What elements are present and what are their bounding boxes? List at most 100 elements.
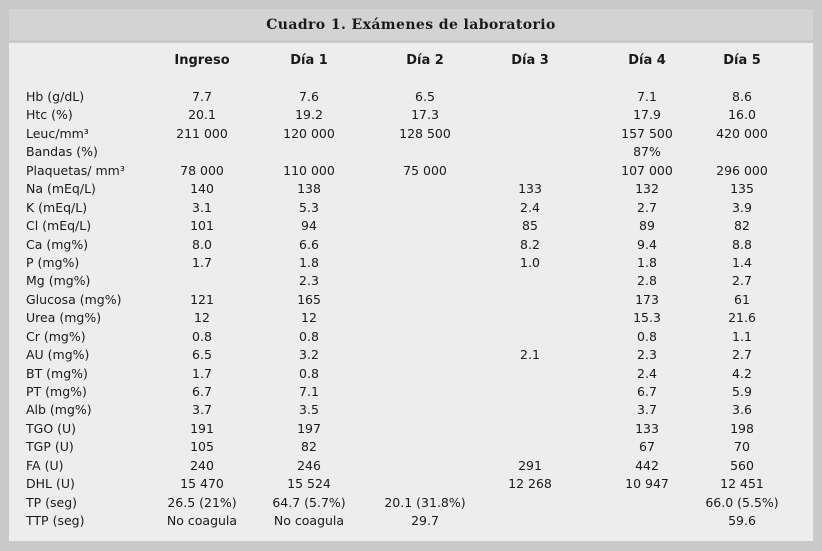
- column-header: Día 1: [290, 53, 328, 68]
- table-title: Cuadro 1. Exámenes de laboratorio: [266, 16, 556, 33]
- table-cell: 3.7: [192, 402, 212, 418]
- table-cell: 12 451: [720, 476, 764, 492]
- row-label: P (mg%): [26, 254, 80, 270]
- table-cell: 120 000: [283, 125, 335, 141]
- table-cell: 7.6: [299, 89, 319, 104]
- row-label: BT (mg%): [26, 365, 88, 381]
- row-label: TP (seg): [26, 494, 78, 510]
- table-cell: 5.9: [732, 384, 752, 399]
- table-row: Htc (%) 20.1 19.2 17.3 17.9 16.0: [9, 106, 813, 124]
- table-cell: 2.7: [637, 199, 657, 215]
- table-cell: 5.3: [299, 199, 319, 215]
- table-row: AU (mg%) 6.5 3.2 2.1 2.3 2.7: [9, 346, 813, 364]
- table-cell: 105: [190, 439, 214, 455]
- table-cell: 70: [734, 439, 750, 455]
- table-cell: 20.1 (31.8%): [384, 494, 466, 510]
- table-cell: 0.8: [637, 328, 657, 344]
- table-row: Leuc/mm³ 211 000 120 000 128 500 157 500 420 …: [9, 125, 813, 143]
- table-cell: 8.2: [520, 236, 540, 252]
- table-cell: 133: [635, 420, 659, 436]
- table-cell: 165: [297, 291, 321, 307]
- table-cell: 135: [730, 181, 754, 197]
- table-row: Alb (mg%) 3.7 3.5 3.7 3.6: [9, 401, 813, 419]
- row-label: Na (mEq/L): [26, 181, 96, 197]
- table-cell: 3.5: [299, 402, 319, 418]
- table-cell: 94: [301, 218, 317, 234]
- table-cell: 110 000: [283, 162, 335, 178]
- table-cell: 211 000: [176, 125, 228, 141]
- table-cell: 291: [518, 457, 542, 473]
- table-cell: 66.0 (5.5%): [705, 494, 779, 510]
- table-row: Ca (mg%) 8.0 6.6 8.2 9.4 8.8: [9, 236, 813, 254]
- table-cell: 2.8: [637, 273, 657, 289]
- title-bar: Cuadro 1. Exámenes de laboratorio: [9, 9, 813, 40]
- table-cell: 59.6: [728, 513, 756, 529]
- table-cell: 6.5: [192, 347, 212, 363]
- table-row: Bandas (%) 87%: [9, 143, 813, 161]
- table-cell: 21.6: [728, 310, 756, 326]
- table-cell: 2.4: [520, 199, 540, 215]
- table-cell: 191: [190, 420, 214, 436]
- table-cell: 15 470: [180, 476, 224, 492]
- table-cell: 15.3: [633, 310, 661, 326]
- table-cell: 2.7: [732, 273, 752, 289]
- table-cell: 121: [190, 291, 214, 307]
- table-cell: 82: [301, 439, 317, 455]
- table-cell: 16.0: [728, 107, 756, 123]
- table-cell: 12: [301, 310, 317, 326]
- table-panel: Ingreso Día 1 Día 2 Día 3 Día 4 Día 5 Hb (g/d…: [9, 43, 813, 541]
- table-cell: 1.8: [299, 254, 319, 270]
- table-cell: 26.5 (21%): [167, 494, 237, 510]
- table-row: K (mEq/L) 3.1 5.3 2.4 2.7 3.9: [9, 199, 813, 217]
- table-row: Cl (mEq/L) 101 94 85 89 82: [9, 217, 813, 235]
- table-cell: 128 500: [399, 125, 451, 141]
- table-cell: 2.4: [637, 365, 657, 381]
- row-label: Ca (mg%): [26, 236, 89, 252]
- table-cell: 1.7: [192, 254, 212, 270]
- table-row: BT (mg%) 1.7 0.8 2.4 4.2: [9, 365, 813, 383]
- table-cell: 15 524: [287, 476, 331, 492]
- table-cell: 7.1: [299, 384, 319, 399]
- row-label: Urea (mg%): [26, 310, 102, 326]
- table-cell: 2.1: [520, 347, 540, 363]
- table-cell: 0.8: [299, 328, 319, 344]
- table-cell: 133: [518, 181, 542, 197]
- row-label: Mg (mg%): [26, 273, 91, 289]
- table-cell: 9.4: [637, 236, 657, 252]
- table-cell: 6.5: [415, 89, 435, 104]
- table-cell: 198: [730, 420, 754, 436]
- column-header: Día 4: [628, 53, 666, 68]
- table-cell: 75 000: [403, 162, 447, 178]
- table-cell: 560: [730, 457, 754, 473]
- row-label: Bandas (%): [26, 144, 98, 160]
- row-label: PT (mg%): [26, 384, 87, 399]
- table-cell: 6.6: [299, 236, 319, 252]
- table-cell: 107 000: [621, 162, 673, 178]
- row-label: Alb (mg%): [26, 402, 92, 418]
- table-cell: 0.8: [299, 365, 319, 381]
- table-cell: 3.2: [299, 347, 319, 363]
- row-label: Hb (g/dL): [26, 89, 85, 104]
- table-cell: 8.0: [192, 236, 212, 252]
- table-cell: 8.6: [732, 89, 752, 104]
- row-label: Htc (%): [26, 107, 73, 123]
- table-cell: 7.7: [192, 89, 212, 104]
- table-cell: No coagula: [273, 513, 345, 529]
- table-row: TP (seg) 26.5 (21%) 64.7 (5.7%) 20.1 (31.8%…: [9, 494, 813, 512]
- row-label: Glucosa (mg%): [26, 291, 122, 307]
- table-cell: 420 000: [716, 125, 768, 141]
- table-cell: No coagula: [166, 513, 238, 529]
- table-row: Plaquetas/ mm³ 78 000 110 000 75 000 107 000…: [9, 162, 813, 180]
- table-cell: 78 000: [180, 162, 224, 178]
- row-label: TGO (U): [26, 420, 77, 436]
- row-label: TTP (seg): [26, 513, 85, 529]
- table-cell: 87%: [633, 144, 661, 160]
- table-cell: 10 947: [625, 476, 669, 492]
- row-label: DHL (U): [26, 476, 75, 492]
- table-cell: 296 000: [716, 162, 768, 178]
- table-row: Urea (mg%) 12 12 15.3 21.6: [9, 309, 813, 327]
- table-cell: 17.9: [633, 107, 661, 123]
- table-row: PT (mg%) 6.7 7.1 6.7 5.9: [9, 383, 813, 401]
- table-frame: Cuadro 1. Exámenes de laboratorio Ingres…: [3, 3, 819, 548]
- table-cell: 8.8: [732, 236, 752, 252]
